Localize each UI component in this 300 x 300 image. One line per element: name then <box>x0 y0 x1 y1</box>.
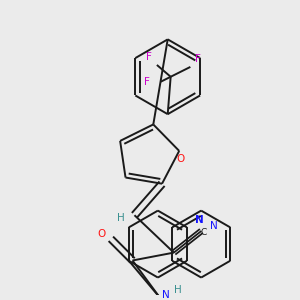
Text: F: F <box>146 52 152 62</box>
Text: H: H <box>117 213 124 223</box>
Text: N: N <box>162 290 170 300</box>
Text: O: O <box>176 154 184 164</box>
Text: H: H <box>174 285 182 295</box>
Text: N: N <box>195 215 204 226</box>
Text: F: F <box>195 54 201 64</box>
Text: O: O <box>98 229 106 239</box>
Text: N: N <box>210 221 218 231</box>
Text: C: C <box>200 228 206 237</box>
Text: F: F <box>144 77 150 87</box>
